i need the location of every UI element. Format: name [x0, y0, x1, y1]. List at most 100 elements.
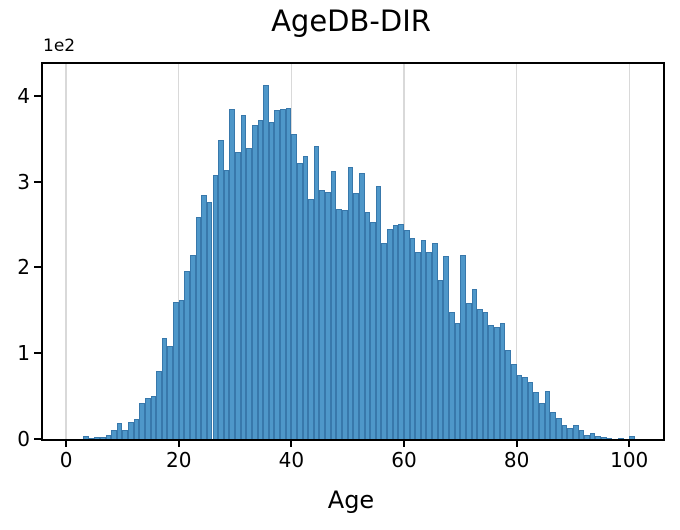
histogram-bar [111, 429, 117, 439]
histogram-bar [173, 301, 179, 439]
histogram-bar [358, 172, 365, 439]
histogram-bar [437, 280, 444, 439]
histogram-bar [381, 243, 388, 439]
histogram-bar [561, 425, 568, 439]
histogram-bar [229, 109, 236, 439]
histogram-bar [268, 121, 275, 439]
y-tick-mark [34, 438, 41, 440]
plot-area [41, 62, 665, 441]
y-tick-label: 4 [17, 83, 30, 108]
histogram-bar [595, 435, 602, 439]
histogram-bar [432, 242, 438, 439]
histogram-bar [510, 363, 517, 439]
histogram-bar [82, 435, 89, 439]
x-tick-mark [402, 441, 405, 447]
histogram-bar [465, 303, 472, 439]
x-tick-label: 0 [59, 448, 73, 472]
x-tick-label: 40 [278, 448, 305, 472]
histogram-bar [617, 438, 624, 439]
histogram-bar [426, 251, 433, 439]
histogram-bar [387, 228, 393, 439]
y-tick-mark [34, 94, 41, 97]
histogram-bar [516, 374, 523, 439]
histogram-bar [246, 148, 252, 439]
histogram-bar [477, 308, 483, 439]
histogram-bar [550, 411, 556, 439]
histogram-bar [443, 256, 449, 439]
histogram-bar [139, 402, 145, 439]
histogram-bar [178, 299, 185, 439]
histogram-bar [482, 312, 489, 439]
histogram-bar [167, 346, 174, 439]
y-tick-mark [34, 352, 41, 355]
histogram-bar [409, 238, 416, 439]
histogram-bar [144, 397, 151, 439]
histogram-bar [578, 430, 585, 439]
histogram-bar [539, 402, 545, 439]
histogram-bar [116, 422, 123, 439]
histogram-bar [285, 107, 292, 439]
histogram-bar [128, 421, 134, 439]
histogram-bar [319, 190, 326, 439]
histogram-bar [567, 427, 573, 439]
histogram-bar [195, 216, 202, 439]
histogram-bar [420, 239, 427, 439]
y-tick-label: 1 [17, 341, 30, 366]
gridline [178, 64, 180, 439]
x-tick-label: 100 [610, 448, 649, 472]
histogram-bar [460, 254, 466, 439]
histogram-bar [522, 377, 528, 439]
y-tick-mark [34, 266, 41, 269]
x-tick-mark [177, 441, 180, 447]
histogram-bar [257, 119, 264, 439]
histogram-bar [415, 251, 421, 439]
histogram-bar [336, 209, 342, 439]
histogram-bar [364, 211, 371, 439]
x-tick-mark [65, 441, 68, 447]
histogram-bar [161, 337, 168, 439]
histogram-bar [533, 391, 540, 439]
histogram-bar [240, 114, 247, 439]
histogram-bar [488, 324, 495, 439]
histogram-bar [280, 108, 286, 439]
histogram-bar [251, 124, 258, 439]
gridline [628, 64, 630, 439]
x-tick-label: 60 [391, 448, 417, 472]
histogram-bar [403, 230, 410, 439]
histogram-bar [218, 139, 224, 439]
histogram-bar [223, 170, 230, 439]
histogram-bar [544, 390, 551, 439]
histogram-bar [398, 224, 404, 439]
histogram-bar [589, 433, 596, 439]
histogram-bar [375, 185, 382, 439]
histogram-bar [88, 438, 95, 439]
histogram-bar [342, 209, 348, 439]
histogram-bar [122, 429, 129, 439]
y-tick-label: 0 [17, 427, 30, 451]
histogram-bar [189, 254, 196, 439]
x-tick-mark [628, 441, 631, 447]
histogram-bar [156, 371, 162, 439]
histogram-bar [313, 146, 320, 439]
y-tick-label: 3 [17, 169, 30, 194]
histogram-bar [235, 151, 241, 439]
histogram-bar [505, 349, 511, 439]
histogram-bar [206, 202, 213, 439]
histogram-bar [94, 437, 100, 439]
histogram-bar [347, 166, 354, 439]
histogram-bar [556, 418, 562, 439]
gridline [515, 64, 518, 439]
y-tick-label: 2 [17, 255, 30, 280]
histogram-bar [302, 155, 309, 439]
histogram-bar [133, 419, 140, 439]
x-tick-mark [515, 441, 518, 447]
histogram-bar [330, 171, 337, 439]
chart-title: AgeDB-DIR [271, 4, 431, 38]
histogram-bar [296, 162, 303, 439]
y-tick-mark [34, 180, 41, 183]
histogram-bar [527, 382, 534, 439]
y-axis-offset-text: 1e2 [43, 36, 76, 56]
histogram-bar [212, 174, 219, 439]
histogram-bar [291, 134, 297, 439]
